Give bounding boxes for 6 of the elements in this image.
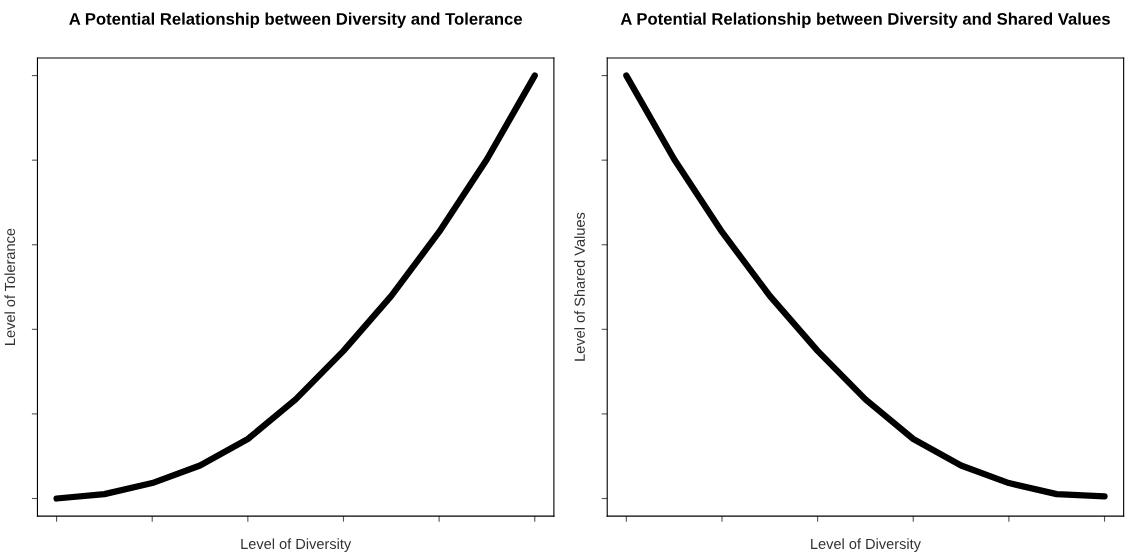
chart-title: A Potential Relationship between Diversity and Shared Values [620, 12, 1110, 29]
chart-title: A Potential Relationship between Diversity and Tolerance [69, 12, 523, 29]
x-axis-title: Level of Diversity [241, 538, 352, 552]
y-axis-title: Level of Shared Values [574, 212, 585, 361]
y-axis-title: Level of Tolerance [4, 228, 16, 345]
x-axis-title: Level of Diversity [811, 538, 921, 552]
